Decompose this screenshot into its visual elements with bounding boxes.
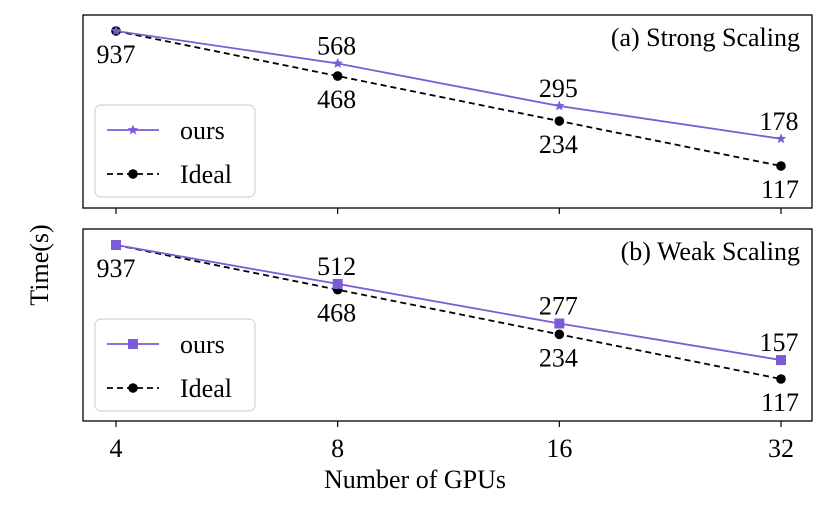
data-point-ours bbox=[110, 25, 122, 36]
x-tick-label: 16 bbox=[546, 434, 572, 463]
data-point-ours bbox=[554, 100, 565, 111]
series-line-ideal bbox=[115, 244, 782, 380]
x-tick-label: 8 bbox=[331, 434, 344, 463]
data-label-ours: 568 bbox=[317, 31, 356, 60]
data-point-ours bbox=[554, 318, 565, 329]
legend-marker bbox=[127, 124, 139, 135]
legend: ours Ideal bbox=[94, 318, 256, 412]
data-label-ours: 277 bbox=[539, 291, 578, 320]
data-point-ours bbox=[332, 278, 343, 289]
data-point-ours bbox=[775, 133, 787, 144]
data-point-ours bbox=[332, 57, 343, 68]
data-point-ideal bbox=[776, 374, 786, 384]
legend-marker bbox=[128, 339, 138, 349]
x-axis-label: Number of GPUs bbox=[324, 465, 506, 494]
data-label-ideal: 468 bbox=[317, 85, 356, 114]
chart-panel-1: (a) Strong Scaling 568 295 178 937 468 234 117 o… bbox=[82, 14, 813, 214]
chart-panel-2: (b) Weak Scaling 512 277 157 937 468 234 117 our… bbox=[82, 228, 813, 427]
data-label-ideal: 117 bbox=[761, 388, 799, 417]
panel-title: (a) Strong Scaling bbox=[611, 23, 800, 52]
data-label-ours: 157 bbox=[760, 328, 799, 357]
plot-frame bbox=[82, 228, 813, 422]
data-label-ours: 178 bbox=[760, 107, 799, 136]
y-axis-label: Time(s) bbox=[25, 224, 54, 305]
plot-frame bbox=[82, 14, 813, 209]
data-label-ideal: 468 bbox=[317, 299, 356, 328]
data-label-ideal: 937 bbox=[97, 40, 136, 69]
data-label-ideal: 937 bbox=[97, 254, 136, 283]
panel-title: (b) Weak Scaling bbox=[621, 237, 800, 266]
legend-label: Ideal bbox=[180, 374, 232, 403]
data-point-ideal bbox=[554, 116, 565, 126]
data-label-ideal: 117 bbox=[761, 175, 799, 204]
data-label-ideal: 234 bbox=[539, 343, 578, 372]
data-point-ours bbox=[111, 240, 121, 250]
series-line-ideal bbox=[115, 30, 782, 167]
data-point-ideal bbox=[554, 329, 565, 340]
x-tick-label: 4 bbox=[110, 434, 123, 463]
legend-label: ours bbox=[180, 116, 225, 145]
data-label-ours: 512 bbox=[317, 252, 356, 281]
series-line-ours bbox=[115, 244, 782, 361]
data-label-ours: 295 bbox=[539, 74, 578, 103]
series-line-ours bbox=[115, 30, 782, 140]
data-point-ideal bbox=[332, 71, 343, 81]
data-point-ours bbox=[776, 355, 786, 366]
legend-label: ours bbox=[180, 330, 225, 359]
legend: ours Ideal bbox=[94, 104, 256, 198]
panels: (a) Strong Scaling 568 295 178 937 468 234 117 o… bbox=[82, 14, 813, 463]
legend-marker bbox=[128, 169, 138, 179]
data-point-ideal bbox=[776, 161, 786, 171]
x-tick-label: 32 bbox=[768, 434, 794, 463]
data-label-ideal: 234 bbox=[539, 130, 578, 159]
legend-marker bbox=[128, 383, 138, 393]
legend-label: Ideal bbox=[180, 160, 232, 189]
